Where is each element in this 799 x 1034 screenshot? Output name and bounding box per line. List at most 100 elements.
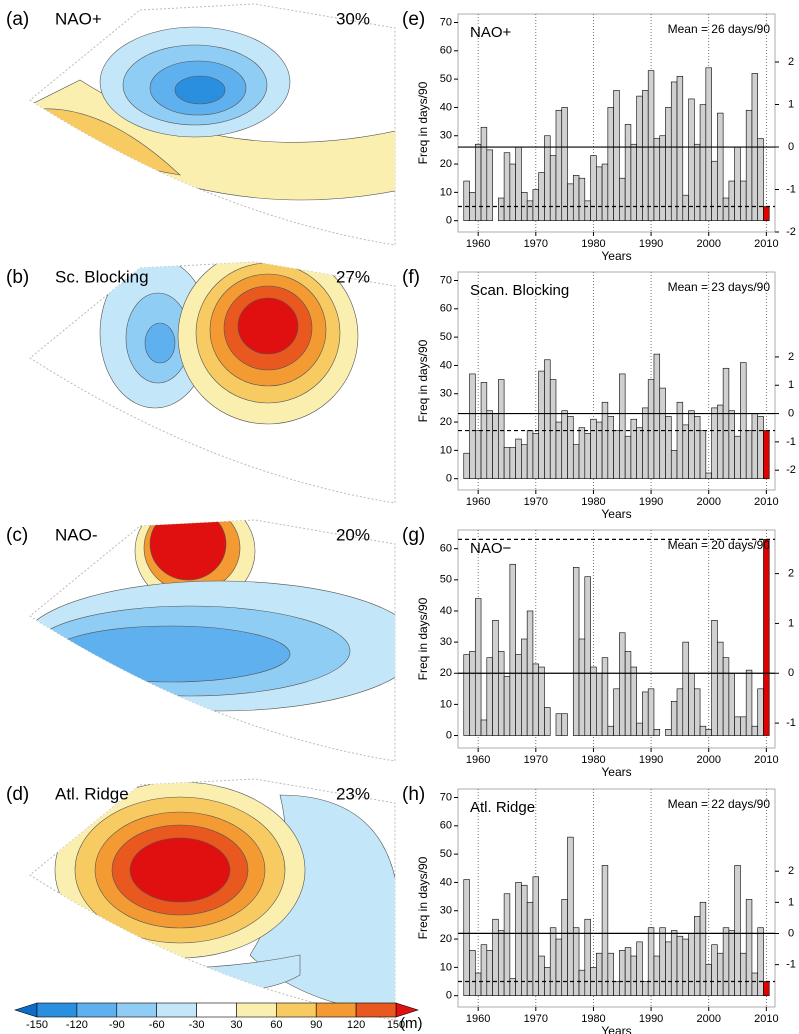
bar <box>653 138 661 221</box>
bar <box>590 666 597 736</box>
x-tick-label: 1960 <box>466 754 490 766</box>
y-tick-label: 60 <box>440 45 452 57</box>
bar <box>555 109 563 221</box>
y-tick-label: 50 <box>440 73 452 85</box>
y-tick-label: 40 <box>440 101 452 113</box>
colorbar-segment <box>276 1002 317 1018</box>
pattern-percent: 30% <box>336 9 370 28</box>
map-nao-minus <box>29 519 396 762</box>
bar <box>763 981 770 996</box>
bar <box>763 430 770 479</box>
x-tick-label: 2000 <box>696 496 720 508</box>
x-axis-label: Years <box>601 765 631 779</box>
x-tick-label: 1990 <box>639 496 663 508</box>
bar <box>624 651 632 736</box>
colorbar-tick-label: 90 <box>310 1019 322 1031</box>
bar <box>659 135 666 221</box>
x-tick-label: 1980 <box>581 754 605 766</box>
x-axis-label: Years <box>601 507 631 521</box>
bar <box>509 563 516 736</box>
x-tick-label: 2000 <box>696 1013 720 1025</box>
bar <box>647 927 655 996</box>
bar <box>572 927 580 996</box>
bar <box>665 416 672 479</box>
bar <box>515 654 522 736</box>
colorbar-tick-label: -30 <box>189 1019 205 1031</box>
bar <box>538 955 545 996</box>
mean-annotation: Mean = 20 days/90 <box>668 538 771 552</box>
colorbar-segment <box>156 1002 197 1018</box>
y2-tick-label: -1 <box>786 183 796 195</box>
bar <box>699 430 707 479</box>
bar <box>538 370 545 479</box>
bar <box>630 955 637 996</box>
bar <box>607 107 614 221</box>
bar <box>717 404 724 479</box>
bar <box>647 688 655 736</box>
bar <box>521 444 528 479</box>
bar <box>665 941 672 996</box>
x-tick-label: 1970 <box>524 1013 548 1025</box>
y-tick-label: 70 <box>440 16 452 28</box>
bar <box>498 930 505 996</box>
bar <box>584 918 591 996</box>
bar <box>492 918 499 996</box>
bar <box>630 143 637 221</box>
bar <box>619 373 626 479</box>
bar <box>740 180 747 221</box>
bar <box>636 427 643 479</box>
bar <box>572 175 580 221</box>
bar <box>722 657 730 736</box>
bar <box>676 935 684 996</box>
bar <box>561 410 568 479</box>
bar <box>492 413 499 479</box>
bar <box>734 865 741 996</box>
bar <box>463 654 470 736</box>
bar <box>699 725 707 736</box>
y2-tick-label: 1 <box>788 379 794 391</box>
panel-label: (e) <box>402 9 425 30</box>
y-tick-label: 60 <box>440 543 452 555</box>
y2-tick-label: 0 <box>788 927 794 939</box>
y-tick-label: 0 <box>446 215 452 227</box>
y-tick-label: 60 <box>440 820 452 832</box>
y2-tick-label: -2 <box>786 226 796 238</box>
bar <box>688 672 695 736</box>
y-tick-label: 10 <box>440 961 452 973</box>
bar <box>561 713 568 736</box>
panel-label: (a) <box>6 9 29 30</box>
colorbar-segment <box>116 1002 157 1018</box>
bar <box>555 713 563 736</box>
bar <box>728 180 735 221</box>
x-tick-label: 1960 <box>466 496 490 508</box>
bar <box>763 539 770 736</box>
pattern-name: Atl. Ridge <box>55 784 129 803</box>
bar <box>498 651 505 736</box>
bar <box>682 938 689 996</box>
pattern-percent: 27% <box>336 267 370 286</box>
bar <box>717 112 724 221</box>
bar <box>544 359 551 479</box>
x-tick-label: 1980 <box>581 238 605 250</box>
bar <box>688 933 695 996</box>
y-axis-label: Freq in days/90 <box>416 597 430 680</box>
bar <box>659 387 666 479</box>
x-tick-label: 1970 <box>524 238 548 250</box>
bar <box>717 641 724 736</box>
colorbar <box>14 1002 419 1018</box>
bar <box>722 197 730 221</box>
chart-title: NAO+ <box>470 24 512 41</box>
y-tick-label: 30 <box>440 636 452 648</box>
y-tick-label: 10 <box>440 444 452 456</box>
y-tick-label: 40 <box>440 876 452 888</box>
y2-tick-label: -1 <box>786 959 796 971</box>
bar <box>734 435 741 479</box>
bar <box>555 938 563 996</box>
bar <box>544 707 551 736</box>
panel-label: (h) <box>402 784 425 805</box>
bar <box>532 189 539 221</box>
bar <box>578 427 586 479</box>
y2-tick-label: 2 <box>788 351 794 363</box>
bar <box>659 927 666 996</box>
colorbar-segment <box>36 1002 78 1018</box>
